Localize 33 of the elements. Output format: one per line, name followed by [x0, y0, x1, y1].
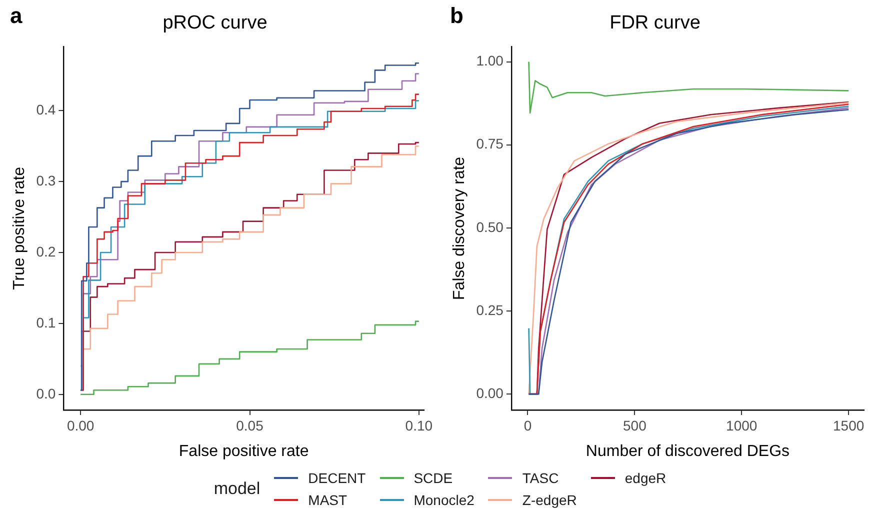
text: b [450, 3, 464, 28]
legend-label: DECENT [308, 470, 366, 486]
legend-title: model [214, 479, 260, 499]
y-axis-title: False discovery rate [451, 156, 468, 300]
y-tick-label: 0.00 [476, 384, 504, 401]
x-tick-label: 1500 [833, 417, 864, 434]
legend-label: Monocle2 [414, 492, 474, 508]
y-tick-label: 0.4 [36, 102, 56, 118]
y-tick-label: 0.25 [476, 302, 504, 318]
y-tick-label: 0.3 [36, 172, 56, 188]
legend-label: edgeR [624, 470, 666, 486]
legend-label: SCDE [414, 470, 453, 486]
x-tick-label: 0 [524, 417, 532, 434]
y-tick-label: 0.2 [36, 243, 56, 260]
x-tick-label: 1000 [726, 417, 758, 434]
legend-label: Z-edgeR [522, 492, 577, 508]
x-axis-title: Number of discovered DEGs [586, 442, 790, 460]
x-tick-label: 0.05 [236, 417, 264, 434]
y-tick-label: 0.1 [36, 314, 56, 330]
legend-label: MAST [308, 492, 348, 508]
x-axis-title: False positive rate [178, 442, 309, 460]
chart-title: pROC curve [162, 12, 268, 34]
y-tick-label: 0.0 [36, 385, 56, 402]
chart-title: FDR curve [610, 12, 700, 34]
y-tick-label: 0.50 [476, 218, 504, 235]
y-axis-title: True positive rate [11, 166, 28, 290]
x-tick-label: 0.00 [66, 417, 94, 434]
legend-label: TASC [522, 470, 559, 486]
x-tick-label: 500 [622, 417, 647, 434]
text: a [10, 3, 23, 28]
y-tick-label: 0.75 [476, 136, 504, 152]
x-tick-label: 0.10 [405, 417, 433, 434]
y-tick-label: 1.00 [476, 52, 504, 69]
